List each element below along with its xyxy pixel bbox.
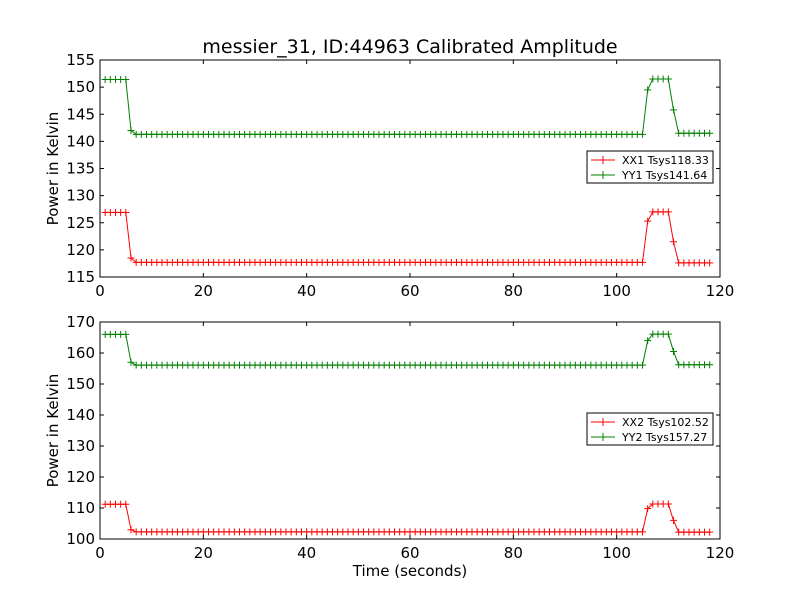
legend-box	[586, 150, 714, 184]
x-tick-label: 20	[194, 282, 213, 300]
x-tick-label: 40	[297, 282, 316, 300]
y-tick-label: 130	[66, 187, 95, 205]
y-tick-label: 150	[66, 78, 95, 96]
data-point	[639, 528, 646, 536]
y-tick-label: 160	[66, 344, 95, 362]
data-point	[122, 76, 130, 84]
legend-marker	[599, 433, 607, 441]
y-tick-label: 135	[66, 160, 95, 178]
y-tick-label: 100	[66, 530, 95, 548]
y-tick-label: 140	[66, 132, 95, 150]
x-tick-label: 60	[400, 282, 419, 300]
data-point	[644, 217, 652, 225]
y-tick-label: 125	[66, 214, 95, 232]
y-tick-label: 110	[66, 499, 95, 517]
data-point	[670, 347, 677, 355]
data-point	[644, 86, 652, 94]
x-tick-label: 120	[706, 282, 735, 300]
y-axis-label: Power in Kelvin	[44, 112, 62, 226]
data-point	[706, 528, 714, 536]
x-tick-label: 60	[400, 544, 419, 562]
x-tick-label: 0	[95, 544, 105, 562]
data-point	[122, 208, 130, 216]
chart-title: messier_31, ID:44963 Calibrated Amplitud…	[202, 36, 617, 58]
x-tick-label: 0	[95, 282, 105, 300]
y-tick-label: 140	[66, 406, 95, 424]
x-axis-label: Time (seconds)	[352, 562, 468, 580]
x-tick-label: 20	[194, 544, 213, 562]
data-point	[670, 516, 677, 524]
y-tick-label: 115	[66, 268, 95, 286]
data-point	[670, 106, 677, 114]
legend-label: YY2 Tsys157.27	[621, 431, 707, 444]
y-tick-label: 120	[66, 241, 95, 259]
y-tick-label: 120	[66, 468, 95, 486]
series-xx2	[101, 500, 714, 536]
y-tick-label: 150	[66, 375, 95, 393]
data-point	[127, 254, 135, 262]
data-point	[127, 127, 135, 135]
data-point	[664, 208, 672, 216]
x-tick-label: 80	[504, 282, 523, 300]
y-axis-label: Power in Kelvin	[44, 374, 62, 488]
y-tick-label: 130	[66, 437, 95, 455]
data-point	[639, 361, 646, 369]
data-point	[664, 330, 672, 338]
series-yy2	[101, 330, 714, 369]
top-panel: 0 20 40 60 80 100 120 115 120 125 130 135 140 145 150 1…	[44, 51, 734, 300]
data-point	[706, 361, 714, 369]
data-point	[127, 526, 135, 534]
data-point	[664, 75, 672, 83]
data-point	[664, 500, 672, 508]
data-point	[639, 130, 646, 138]
data-point	[644, 505, 652, 513]
legend-label: YY1 Tsys141.64	[621, 169, 707, 182]
data-point	[706, 129, 714, 137]
x-tick-label: 100	[602, 282, 631, 300]
y-tick-label: 145	[66, 105, 95, 123]
legend-marker	[599, 418, 607, 426]
data-point	[644, 337, 652, 345]
y-tick-label: 170	[66, 313, 95, 331]
legend-label: XX2 Tsys102.52	[622, 416, 709, 429]
data-point	[670, 238, 677, 246]
legend: XX2 Tsys102.52 YY2 Tsys157.27	[586, 412, 714, 446]
bottom-panel: 0 20 40 60 80 100 120 100 110 120 130 140 150 160 170 P…	[44, 313, 734, 562]
data-point	[639, 258, 646, 266]
legend-label: XX1 Tsys118.33	[622, 154, 709, 167]
legend: XX1 Tsys118.33 YY1 Tsys141.64	[586, 150, 714, 184]
series-xx1	[101, 208, 714, 267]
x-tick-label: 100	[602, 544, 631, 562]
data-point	[127, 358, 135, 366]
legend-marker	[599, 171, 607, 179]
legend-marker	[599, 156, 607, 164]
x-tick-label: 120	[706, 544, 735, 562]
series-yy1	[101, 75, 714, 138]
data-point	[122, 500, 130, 508]
data-point	[706, 259, 714, 267]
data-point	[122, 330, 130, 338]
x-tick-label: 80	[504, 544, 523, 562]
y-tick-label: 155	[66, 51, 95, 69]
x-tick-label: 40	[297, 544, 316, 562]
legend-box	[586, 412, 714, 446]
